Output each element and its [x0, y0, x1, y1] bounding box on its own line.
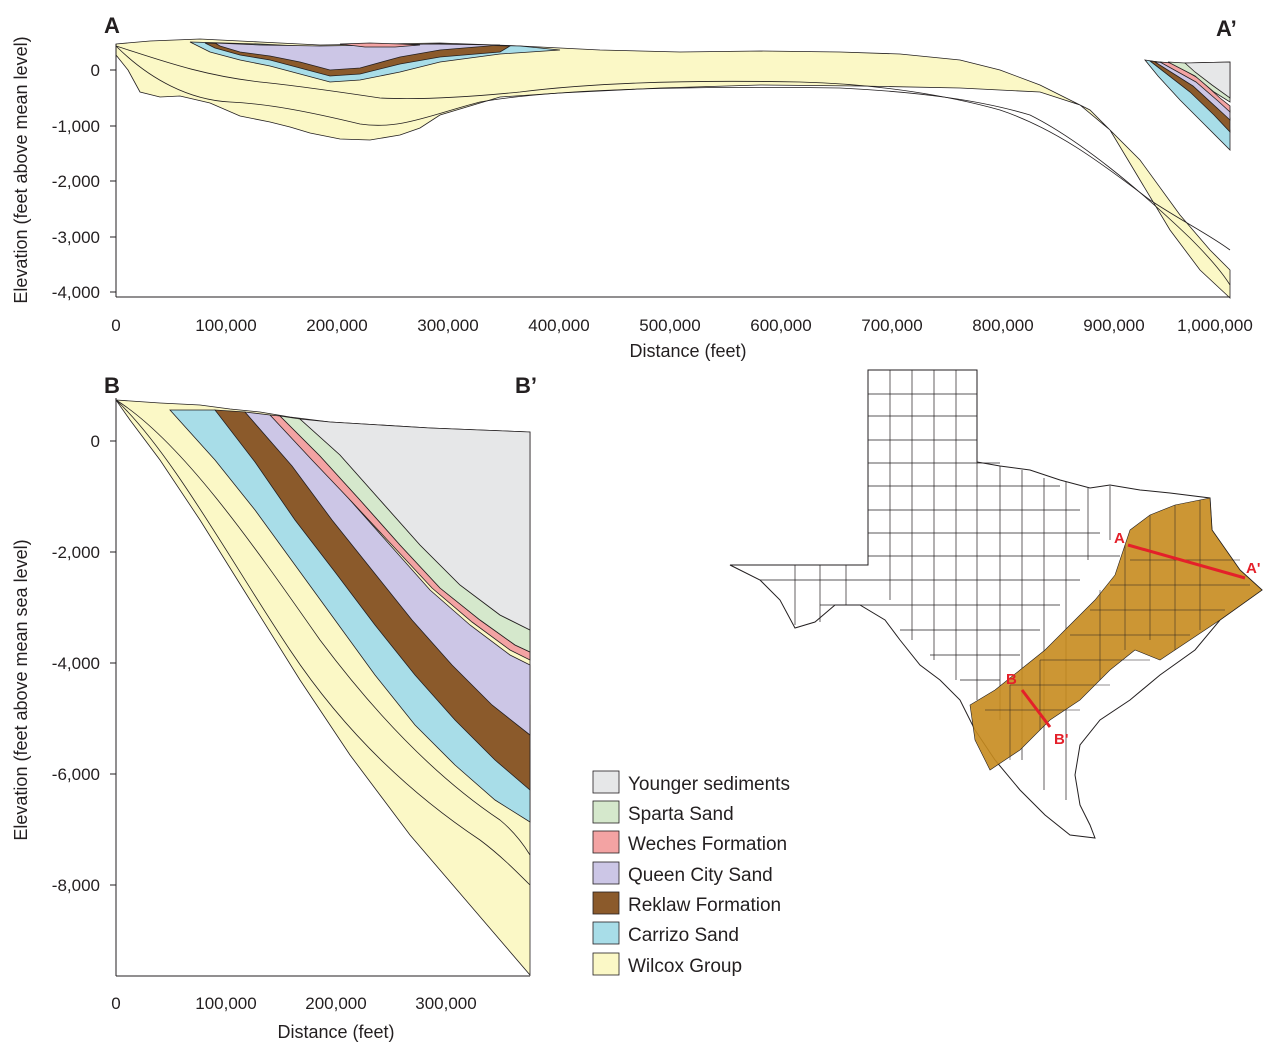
section-a-x-tick-label: 200,000	[306, 316, 367, 335]
section-a-y-tick-label: -2,000	[52, 172, 100, 191]
legend: Younger sediments Sparta Sand Weches For…	[592, 770, 790, 977]
legend-label-younger-sediments: Younger sediments	[628, 774, 790, 795]
section-b-wilcox-line-2	[115, 399, 531, 856]
map-label-a-prime: A'	[1246, 560, 1260, 577]
section-b-x-ticks: 0 100,000 200,000 300,000	[111, 994, 476, 1013]
aquifer-county-lines	[985, 500, 1250, 760]
section-b-x-tick-label: 100,000	[195, 994, 256, 1013]
legend-swatch-wilcox-group	[592, 952, 620, 976]
section-b-label-right: B’	[515, 373, 537, 398]
map-label-b-prime: B'	[1054, 731, 1068, 748]
section-a-y-ticks: 0 -1,000 -2,000 -3,000 -4,000	[52, 61, 116, 302]
legend-label-weches-formation: Weches Formation	[628, 834, 787, 855]
section-a-label-right: A’	[1216, 16, 1237, 41]
section-a-label-left: A	[104, 13, 120, 38]
section-b-y-tick-label: -8,000	[52, 876, 100, 895]
section-b-y-ticks: 0 -2,000 -4,000 -6,000 -8,000	[52, 432, 116, 895]
legend-label-queen-city-sand: Queen City Sand	[628, 865, 773, 886]
section-b: B B’ 0 -2,000 -4,000 -6,000	[11, 373, 537, 1042]
legend-swatch-sparta-sand	[592, 800, 620, 824]
section-line-b	[1020, 689, 1052, 728]
section-a: A A’ 0 -1,000	[11, 13, 1253, 361]
legend-swatch-queen-city-sand	[592, 861, 620, 885]
section-a-wilcox-group	[115, 38, 1231, 299]
section-b-label-left: B	[104, 373, 120, 398]
section-a-queen-city-sand-left	[214, 42, 501, 71]
section-b-y-tick-label: -6,000	[52, 765, 100, 784]
texas-map: A A' B B'	[729, 369, 1263, 839]
section-b-wilcox-line-1	[115, 399, 531, 886]
section-a-x-tick-label: 1,000,000	[1177, 316, 1253, 335]
section-a-y-axis-label: Elevation (feet above mean level)	[11, 36, 31, 303]
section-a-x-tick-label: 900,000	[1083, 316, 1144, 335]
section-line-a	[1127, 543, 1246, 580]
section-a-wilcox-line-2	[115, 45, 1231, 286]
legend-swatch-younger-sediments	[592, 770, 620, 794]
legend-label-reklaw-formation: Reklaw Formation	[628, 895, 781, 916]
section-b-x-tick-label: 300,000	[415, 994, 476, 1013]
section-b-y-tick-label: 0	[91, 432, 100, 451]
carrizo-wilcox-aquifer-area	[969, 497, 1263, 771]
legend-swatch-weches-formation	[592, 830, 620, 854]
section-a-x-ticks: 0 100,000 200,000 300,000 400,000 500,00…	[111, 316, 1253, 335]
section-a-wilcox-line-1	[115, 45, 1231, 251]
section-a-younger-sediments-right	[1183, 61, 1231, 99]
section-b-x-axis-label: Distance (feet)	[277, 1022, 394, 1042]
section-a-x-tick-label: 100,000	[195, 316, 256, 335]
section-a-y-tick-label: 0	[91, 61, 100, 80]
section-b-x-tick-label: 0	[111, 994, 120, 1013]
section-b-y-axis-label: Elevation (feet above mean sea level)	[11, 539, 31, 840]
section-a-x-tick-label: 500,000	[639, 316, 700, 335]
legend-swatch-carrizo-sand	[592, 921, 620, 945]
section-b-x-tick-label: 200,000	[305, 994, 366, 1013]
map-label-a: A	[1114, 530, 1125, 547]
legend-label-carrizo-sand: Carrizo Sand	[628, 925, 739, 946]
section-a-y-tick-label: -4,000	[52, 283, 100, 302]
legend-label-sparta-sand: Sparta Sand	[628, 804, 734, 825]
section-a-x-axis-label: Distance (feet)	[629, 341, 746, 361]
section-a-x-tick-label: 700,000	[861, 316, 922, 335]
section-a-x-tick-label: 0	[111, 316, 120, 335]
section-a-x-tick-label: 800,000	[972, 316, 1033, 335]
section-a-weches-formation-left	[339, 42, 421, 48]
map-label-b: B	[1006, 671, 1017, 688]
section-a-y-tick-label: -3,000	[52, 228, 100, 247]
section-b-y-tick-label: -4,000	[52, 654, 100, 673]
section-a-x-tick-label: 600,000	[750, 316, 811, 335]
section-a-x-tick-label: 300,000	[417, 316, 478, 335]
legend-swatch-reklaw-formation	[592, 891, 620, 915]
section-b-y-tick-label: -2,000	[52, 543, 100, 562]
section-a-y-tick-label: -1,000	[52, 117, 100, 136]
legend-label-wilcox-group: Wilcox Group	[628, 956, 742, 977]
section-a-x-tick-label: 400,000	[528, 316, 589, 335]
section-b-younger-sediments	[298, 418, 531, 631]
